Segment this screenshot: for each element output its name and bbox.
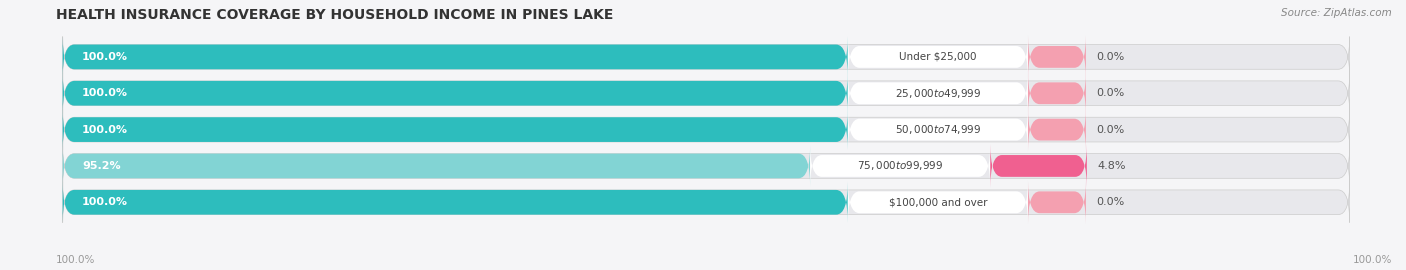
Text: 95.2%: 95.2% — [82, 161, 121, 171]
Text: Under $25,000: Under $25,000 — [900, 52, 977, 62]
FancyBboxPatch shape — [63, 73, 1350, 114]
Text: $75,000 to $99,999: $75,000 to $99,999 — [858, 160, 943, 173]
Text: 0.0%: 0.0% — [1097, 52, 1125, 62]
Text: 0.0%: 0.0% — [1097, 88, 1125, 98]
Text: HEALTH INSURANCE COVERAGE BY HOUSEHOLD INCOME IN PINES LAKE: HEALTH INSURANCE COVERAGE BY HOUSEHOLD I… — [56, 8, 613, 22]
FancyBboxPatch shape — [63, 146, 1350, 186]
Text: $100,000 and over: $100,000 and over — [889, 197, 987, 207]
FancyBboxPatch shape — [848, 72, 1028, 115]
Text: 100.0%: 100.0% — [82, 197, 128, 207]
Text: Source: ZipAtlas.com: Source: ZipAtlas.com — [1281, 8, 1392, 18]
FancyBboxPatch shape — [810, 144, 990, 188]
Text: 100.0%: 100.0% — [1353, 255, 1392, 265]
Text: 100.0%: 100.0% — [56, 255, 96, 265]
FancyBboxPatch shape — [63, 109, 848, 150]
FancyBboxPatch shape — [848, 180, 1028, 224]
FancyBboxPatch shape — [848, 35, 1028, 79]
FancyBboxPatch shape — [848, 108, 1028, 151]
Text: 4.8%: 4.8% — [1097, 161, 1126, 171]
FancyBboxPatch shape — [63, 73, 848, 114]
FancyBboxPatch shape — [1028, 72, 1085, 115]
Text: 100.0%: 100.0% — [82, 124, 128, 135]
FancyBboxPatch shape — [990, 144, 1087, 188]
FancyBboxPatch shape — [63, 182, 1350, 223]
Text: $50,000 to $74,999: $50,000 to $74,999 — [894, 123, 981, 136]
FancyBboxPatch shape — [63, 109, 1350, 150]
FancyBboxPatch shape — [63, 36, 1350, 77]
FancyBboxPatch shape — [63, 182, 848, 223]
Text: $25,000 to $49,999: $25,000 to $49,999 — [894, 87, 981, 100]
FancyBboxPatch shape — [63, 36, 848, 77]
FancyBboxPatch shape — [63, 146, 810, 186]
FancyBboxPatch shape — [1028, 180, 1085, 224]
Text: 100.0%: 100.0% — [82, 88, 128, 98]
Text: 0.0%: 0.0% — [1097, 197, 1125, 207]
FancyBboxPatch shape — [1028, 35, 1085, 79]
Text: 0.0%: 0.0% — [1097, 124, 1125, 135]
Text: 100.0%: 100.0% — [82, 52, 128, 62]
FancyBboxPatch shape — [1028, 108, 1085, 151]
